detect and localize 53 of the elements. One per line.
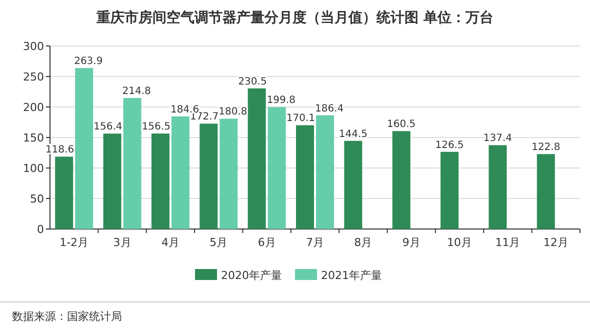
legend-label: 2021年产量 — [321, 269, 382, 282]
bar — [296, 125, 314, 229]
bar — [200, 124, 218, 229]
x-tick-label: 10月 — [447, 236, 472, 249]
data-label: 180.8 — [218, 106, 248, 118]
chart-title: 重庆市房间空气调节器产量分月度（当月值）统计图 单位：万台 — [96, 9, 494, 26]
y-tick-label: 150 — [23, 132, 44, 144]
x-tick-label: 5月 — [210, 236, 228, 249]
data-label: 156.4 — [94, 122, 122, 133]
bar — [268, 107, 286, 229]
x-tick-label: 3月 — [113, 236, 132, 249]
y-tick-label: 0 — [37, 223, 44, 236]
bar — [344, 140, 362, 229]
bar — [248, 88, 266, 229]
x-tick-label: 1-2月 — [60, 236, 89, 249]
data-label: 160.5 — [387, 119, 416, 130]
y-tick-label: 50 — [30, 192, 44, 206]
x-tick-label: 8月 — [354, 236, 372, 249]
data-label: 199.8 — [266, 95, 296, 106]
x-tick-label: 11月 — [495, 236, 520, 249]
x-tick-label: 4月 — [161, 236, 180, 249]
x-tick-label: 7月 — [306, 236, 324, 249]
bar — [103, 134, 122, 229]
data-label: 144.5 — [338, 128, 368, 140]
bar — [392, 131, 410, 229]
bar — [316, 115, 334, 229]
bar — [123, 98, 142, 229]
data-label: 156.5 — [142, 122, 170, 133]
x-tick-label: 9月 — [402, 236, 420, 249]
y-tick-label: 250 — [23, 70, 44, 84]
data-label: 137.4 — [483, 133, 512, 144]
data-label: 186.4 — [315, 103, 344, 114]
bar — [55, 156, 74, 229]
bar — [488, 145, 507, 229]
bar — [220, 118, 238, 229]
source-note: 数据来源：国家统计局 — [12, 310, 122, 323]
x-tick-label: 6月 — [258, 236, 276, 249]
bar — [151, 134, 170, 229]
data-label: 122.8 — [532, 142, 560, 154]
y-tick-label: 300 — [23, 40, 44, 53]
bar — [536, 154, 555, 229]
x-tick-label: 12月 — [543, 236, 568, 249]
data-label: 230.5 — [238, 76, 267, 88]
y-tick-label: 200 — [23, 101, 44, 114]
data-label: 126.5 — [435, 140, 464, 151]
bar — [440, 152, 459, 229]
data-label: 263.9 — [74, 56, 103, 68]
bar — [171, 116, 190, 229]
data-label: 170.1 — [286, 113, 315, 124]
legend-label: 2020年产量 — [221, 269, 282, 282]
bar — [75, 68, 94, 229]
data-label: 214.8 — [122, 86, 151, 97]
y-tick-label: 100 — [23, 162, 44, 175]
